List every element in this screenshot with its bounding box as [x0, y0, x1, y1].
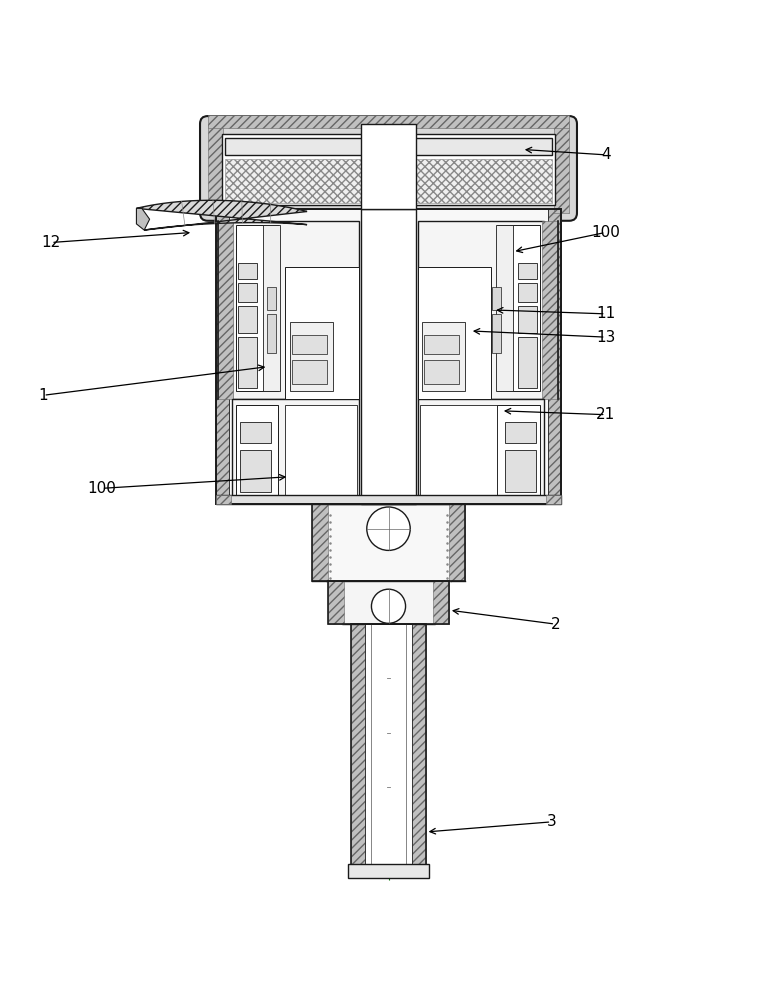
Polygon shape [137, 208, 150, 230]
Bar [215, 495, 562, 504]
Bar [422, 322, 465, 391]
Circle shape [371, 589, 406, 623]
Bar [239, 422, 270, 443]
Text: 1: 1 [39, 388, 48, 403]
Bar [284, 405, 357, 496]
Bar [361, 124, 416, 209]
Bar [496, 225, 513, 391]
Bar [410, 624, 426, 876]
Text: 2: 2 [550, 617, 560, 632]
Bar [505, 422, 536, 443]
Text: 13: 13 [596, 330, 615, 345]
Bar [232, 399, 359, 500]
Bar [312, 504, 328, 581]
Bar [424, 335, 459, 354]
Bar [348, 864, 429, 878]
Bar [328, 581, 449, 624]
Bar [263, 225, 280, 391]
FancyBboxPatch shape [200, 116, 577, 221]
Bar [492, 314, 501, 353]
Bar [229, 209, 548, 500]
Bar [221, 134, 556, 205]
Bar [238, 283, 257, 302]
Bar [518, 306, 538, 333]
Bar [235, 405, 278, 496]
Bar [542, 221, 558, 399]
Bar [449, 504, 465, 581]
Bar [267, 314, 276, 353]
Bar [518, 263, 538, 279]
Bar [218, 221, 233, 399]
Bar [420, 405, 497, 496]
Bar [238, 263, 257, 279]
Bar [546, 495, 562, 504]
Bar [284, 267, 359, 399]
Bar [328, 581, 343, 624]
Bar [235, 225, 278, 391]
Bar [361, 209, 416, 504]
Bar [365, 624, 412, 876]
Text: 100: 100 [87, 481, 116, 496]
Bar [215, 209, 231, 504]
Bar [497, 405, 540, 496]
Bar [518, 283, 538, 302]
Bar [292, 360, 327, 384]
Bar [215, 209, 562, 504]
Bar [232, 221, 359, 399]
Bar [215, 495, 231, 504]
Bar [312, 504, 465, 581]
Bar [351, 624, 426, 876]
Bar [225, 138, 552, 155]
Bar [225, 159, 552, 203]
Bar [292, 335, 327, 354]
Bar [207, 124, 223, 213]
Bar [518, 337, 538, 388]
Text: 12: 12 [41, 235, 61, 250]
Bar [418, 221, 544, 399]
Bar [546, 209, 562, 504]
Bar [326, 504, 451, 581]
Bar [497, 225, 540, 391]
Bar [290, 322, 333, 391]
Bar [207, 115, 570, 128]
Text: 21: 21 [596, 407, 615, 422]
Bar [418, 399, 544, 500]
Circle shape [367, 507, 410, 550]
Polygon shape [137, 200, 307, 230]
Bar [554, 124, 570, 213]
Bar [239, 450, 270, 492]
Bar [418, 267, 491, 399]
Bar [238, 337, 257, 388]
Bar [351, 624, 367, 876]
Text: 11: 11 [596, 306, 615, 321]
Text: 3: 3 [546, 814, 556, 829]
Bar [505, 450, 536, 492]
Bar [424, 360, 459, 384]
Text: 100: 100 [591, 225, 620, 240]
Bar [238, 306, 257, 333]
Bar [434, 581, 449, 624]
Bar [492, 287, 501, 310]
Bar [267, 287, 276, 310]
Bar [342, 581, 435, 624]
Text: 4: 4 [601, 147, 611, 162]
